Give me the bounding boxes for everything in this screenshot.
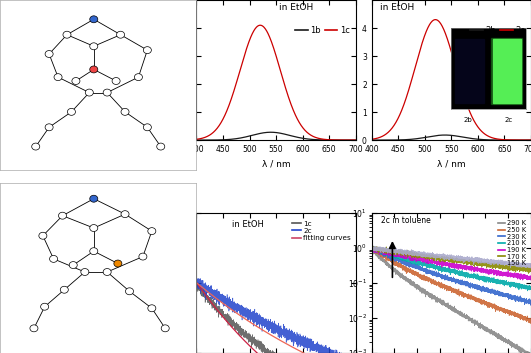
Legend: 290 K, 250 K, 230 K, 210 K, 190 K, 170 K, 150 K: 290 K, 250 K, 230 K, 210 K, 190 K, 170 K… <box>495 218 529 269</box>
Circle shape <box>103 269 111 275</box>
Text: 2c in toluene: 2c in toluene <box>381 216 431 225</box>
Circle shape <box>121 211 129 217</box>
Circle shape <box>90 16 98 23</box>
Circle shape <box>39 232 47 239</box>
Circle shape <box>116 31 125 38</box>
Circle shape <box>125 288 133 295</box>
Legend: 1b, 1c: 1b, 1c <box>292 22 353 38</box>
Text: (b): (b) <box>165 197 183 207</box>
Circle shape <box>90 43 98 50</box>
Text: in EtOH: in EtOH <box>380 3 414 12</box>
X-axis label: λ / nm: λ / nm <box>262 160 290 168</box>
Circle shape <box>103 89 111 96</box>
Circle shape <box>45 124 53 131</box>
Circle shape <box>157 143 165 150</box>
Legend: 1c, 2c, fitting curves: 1c, 2c, fitting curves <box>289 218 354 244</box>
Circle shape <box>67 108 75 115</box>
Circle shape <box>63 31 71 38</box>
Circle shape <box>148 228 156 235</box>
Circle shape <box>112 78 120 84</box>
Circle shape <box>139 253 147 260</box>
Circle shape <box>85 89 93 96</box>
Legend: 2b, 2c: 2b, 2c <box>467 22 528 38</box>
Circle shape <box>81 269 89 275</box>
Circle shape <box>69 262 77 269</box>
Circle shape <box>58 212 66 219</box>
Y-axis label: Counts (×10⁻³): Counts (×10⁻³) <box>158 251 167 315</box>
Circle shape <box>49 256 57 262</box>
Circle shape <box>134 74 142 80</box>
Text: in EtOH: in EtOH <box>232 220 263 229</box>
Circle shape <box>161 325 169 332</box>
Circle shape <box>90 66 98 73</box>
Text: in EtOH: in EtOH <box>279 3 314 12</box>
Circle shape <box>45 50 53 58</box>
Circle shape <box>121 108 129 115</box>
Circle shape <box>72 78 80 84</box>
Circle shape <box>148 305 156 312</box>
Circle shape <box>32 143 40 150</box>
Circle shape <box>114 260 122 267</box>
Y-axis label: PL Intensity (a.u): PL Intensity (a.u) <box>172 32 181 108</box>
X-axis label: λ / nm: λ / nm <box>437 160 466 168</box>
Circle shape <box>90 195 98 202</box>
Circle shape <box>143 124 151 131</box>
Circle shape <box>54 74 62 80</box>
Circle shape <box>61 286 68 293</box>
Circle shape <box>143 47 151 54</box>
Circle shape <box>90 248 98 255</box>
Circle shape <box>90 225 98 232</box>
Circle shape <box>30 325 38 332</box>
Circle shape <box>41 303 49 310</box>
